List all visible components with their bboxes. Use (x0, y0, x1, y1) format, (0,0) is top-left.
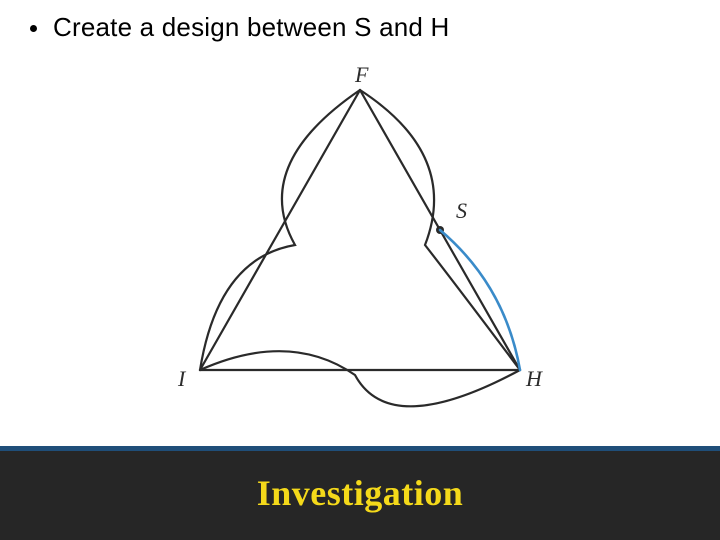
bullet-marker (30, 25, 37, 32)
bullet-item: Create a design between S and H (30, 12, 449, 43)
label-F: F (355, 62, 368, 88)
slide: Create a design between S and H (0, 0, 720, 540)
bullet-text: Create a design between S and H (53, 12, 449, 43)
label-S: S (456, 198, 467, 224)
footer-bar: Investigation (0, 446, 720, 540)
footer-title: Investigation (0, 446, 720, 540)
diagram-svg (160, 70, 560, 440)
footer-accent-line (0, 446, 720, 451)
label-I: I (178, 366, 185, 392)
geometry-diagram: F S I H (160, 70, 560, 440)
label-H: H (526, 366, 542, 392)
